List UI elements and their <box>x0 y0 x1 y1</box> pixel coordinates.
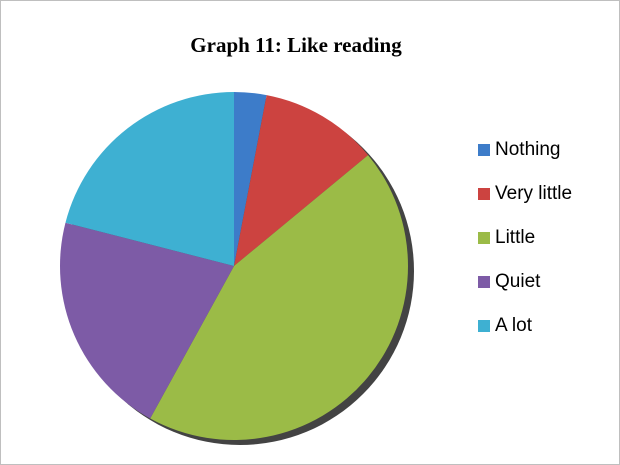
pie-slice <box>65 92 235 266</box>
pie-slice <box>234 95 369 266</box>
legend-label: Quiet <box>495 271 541 292</box>
legend-swatch <box>478 188 490 200</box>
pie-slice <box>60 222 235 419</box>
legend-label: Very little <box>495 183 572 204</box>
pie-slice <box>234 92 267 266</box>
legend-label: Nothing <box>495 139 561 160</box>
legend-swatch <box>478 320 490 332</box>
legend-label: Little <box>495 227 535 248</box>
legend-label: A lot <box>495 315 533 336</box>
legend-swatch <box>478 276 490 288</box>
chart-title: Graph 11: Like reading <box>190 33 402 57</box>
pie-slice <box>150 155 408 440</box>
legend-swatch <box>478 144 490 156</box>
legend-swatch <box>478 232 490 244</box>
